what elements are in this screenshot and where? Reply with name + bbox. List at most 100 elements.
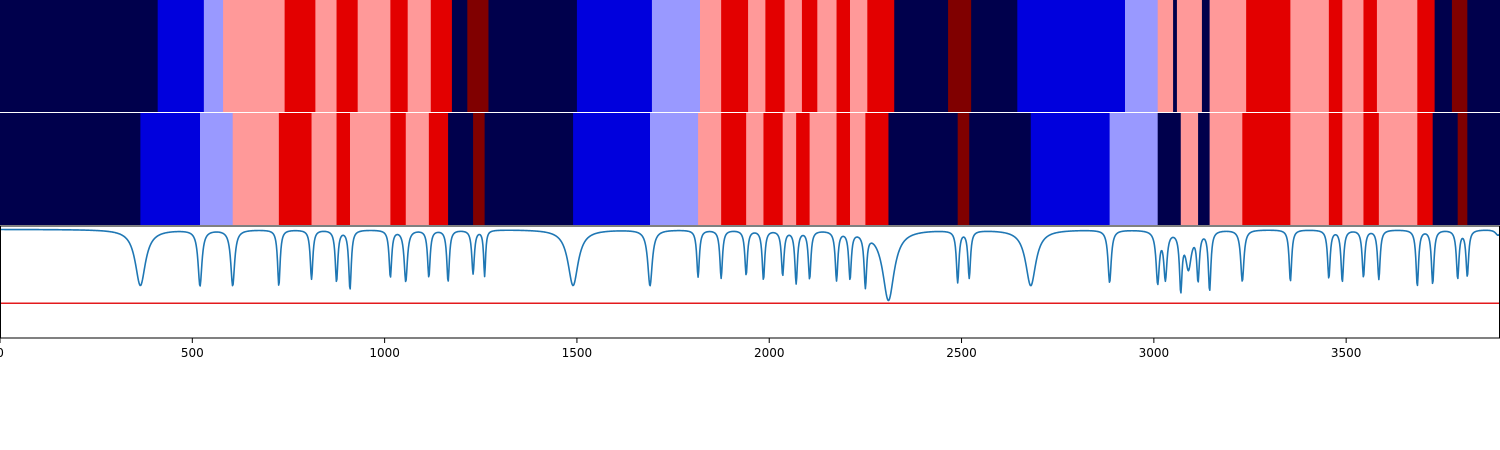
heatmap-middle-segment [850, 113, 866, 225]
x-tick-label: 3500 [1331, 346, 1362, 360]
heatmap-middle-segment [1378, 113, 1418, 225]
heatmap-middle-segment [350, 113, 391, 225]
heatmap-middle-segment [698, 113, 722, 225]
x-tick-label: 0 [0, 346, 4, 360]
heatmap-top-segment [1467, 0, 1500, 112]
heatmap-top-segment [203, 0, 224, 112]
heatmap-middle-segment [1157, 113, 1182, 225]
x-axis: 0 500 1000 1500 2000 2500 3000 3500 [0, 338, 1361, 360]
heatmap-middle-segment [1457, 113, 1468, 225]
heatmap-top-segment [850, 0, 868, 112]
heatmap-middle-segment [1198, 113, 1211, 225]
heatmap-middle-segment [1417, 113, 1434, 225]
heatmap-middle-segment [782, 113, 797, 225]
heatmap-top-segment [451, 0, 468, 112]
heatmap-top-segment [576, 0, 653, 112]
heatmap-top-segment [1290, 0, 1330, 112]
heatmap-middle-segment [1109, 113, 1159, 225]
signal-line [0, 228, 1500, 302]
heatmap-middle-segment [311, 113, 338, 225]
heatmap-top-segment [467, 0, 490, 112]
heatmap-top-segment [1201, 0, 1211, 112]
heatmap-middle-segment [1467, 113, 1500, 225]
heatmap-top-segment [1176, 0, 1203, 112]
x-tick-label: 1500 [562, 346, 593, 360]
heatmap-middle-segment [1342, 113, 1365, 225]
heatmap-top-segment [315, 0, 338, 112]
heatmap-top-segment [651, 0, 701, 112]
heatmap-top-segment [700, 0, 722, 112]
heatmap-middle-panel [0, 113, 1500, 225]
heatmap-middle-segment [836, 113, 851, 225]
heatmap-middle-segment [763, 113, 784, 225]
heatmap-top-segment [721, 0, 749, 112]
heatmap-middle-segment [969, 113, 1032, 225]
heatmap-middle-segment [1209, 113, 1243, 225]
heatmap-top-segment [336, 0, 359, 112]
heatmap-top-panel [0, 0, 1500, 112]
x-tick-label: 500 [181, 346, 204, 360]
heatmap-top-segment [1434, 0, 1453, 112]
heatmap-middle-segment [473, 113, 486, 225]
heatmap-top-segment [1328, 0, 1343, 112]
heatmap-top-segment [867, 0, 895, 112]
heatmap-top-segment [971, 0, 1018, 112]
heatmap-middle-segment [200, 113, 234, 225]
x-tick-label: 2500 [946, 346, 977, 360]
heatmap-top-segment [948, 0, 972, 112]
heatmap-middle-segment [405, 113, 430, 225]
heatmap-middle-segment [1180, 113, 1199, 225]
heatmap-middle-segment [957, 113, 970, 225]
heatmap-middle-segment [336, 113, 351, 225]
heatmap-middle-segment [796, 113, 811, 225]
heatmap-top-segment [765, 0, 786, 112]
heatmap-top-segment [1209, 0, 1247, 112]
heatmap-middle-segment [390, 113, 407, 225]
heatmap-top-segment [1125, 0, 1159, 112]
heatmap-top-segment [390, 0, 409, 112]
heatmap-top-segment [1376, 0, 1418, 112]
heatmap-top-segment [1246, 0, 1291, 112]
x-tick-label: 1000 [369, 346, 400, 360]
heatmap-middle-segment [573, 113, 651, 225]
heatmap-top-segment [894, 0, 949, 112]
heatmap-middle-segment [140, 113, 201, 225]
heatmap-middle-segment [484, 113, 574, 225]
heatmap-top-segment [223, 0, 286, 112]
heatmap-middle-segment [428, 113, 449, 225]
heatmap-top-segment [1363, 0, 1378, 112]
heatmap-middle-segment [721, 113, 747, 225]
heatmap-middle-segment [448, 113, 474, 225]
heatmap-middle-segment [865, 113, 890, 225]
x-tick-label: 2000 [754, 346, 785, 360]
heatmap-top-segment [748, 0, 766, 112]
heatmap-middle-segment [1363, 113, 1380, 225]
heatmap-top-segment [1342, 0, 1365, 112]
heatmap-middle-segment [232, 113, 280, 225]
heatmap-top-segment [1417, 0, 1436, 112]
line-plot-panel [0, 225, 1500, 339]
heatmap-middle-segment [1030, 113, 1111, 225]
heatmap-top-segment [836, 0, 851, 112]
heatmap-middle-segment [1242, 113, 1291, 225]
heatmap-top-segment [1451, 0, 1468, 112]
x-tick-label: 3000 [1139, 346, 1170, 360]
line-plot-background [0, 226, 1500, 338]
heatmap-top-segment [157, 0, 205, 112]
heatmap-top-segment [784, 0, 803, 112]
heatmap-top-segment [817, 0, 838, 112]
heatmap-middle-segment [1328, 113, 1343, 225]
heatmap-top-segment [0, 0, 159, 112]
heatmap-top-segment [488, 0, 578, 112]
heatmap-middle-segment [809, 113, 838, 225]
heatmap-middle-segment [888, 113, 959, 225]
heatmap-top-segment [284, 0, 316, 112]
heatmap-top-segment [430, 0, 453, 112]
heatmap-top-segment [407, 0, 432, 112]
heatmap-top-segment [357, 0, 391, 112]
heatmap-middle-segment [278, 113, 313, 225]
heatmap-top-segment [1017, 0, 1126, 112]
heatmap-middle-segment [1432, 113, 1459, 225]
heatmap-middle-segment [650, 113, 699, 225]
